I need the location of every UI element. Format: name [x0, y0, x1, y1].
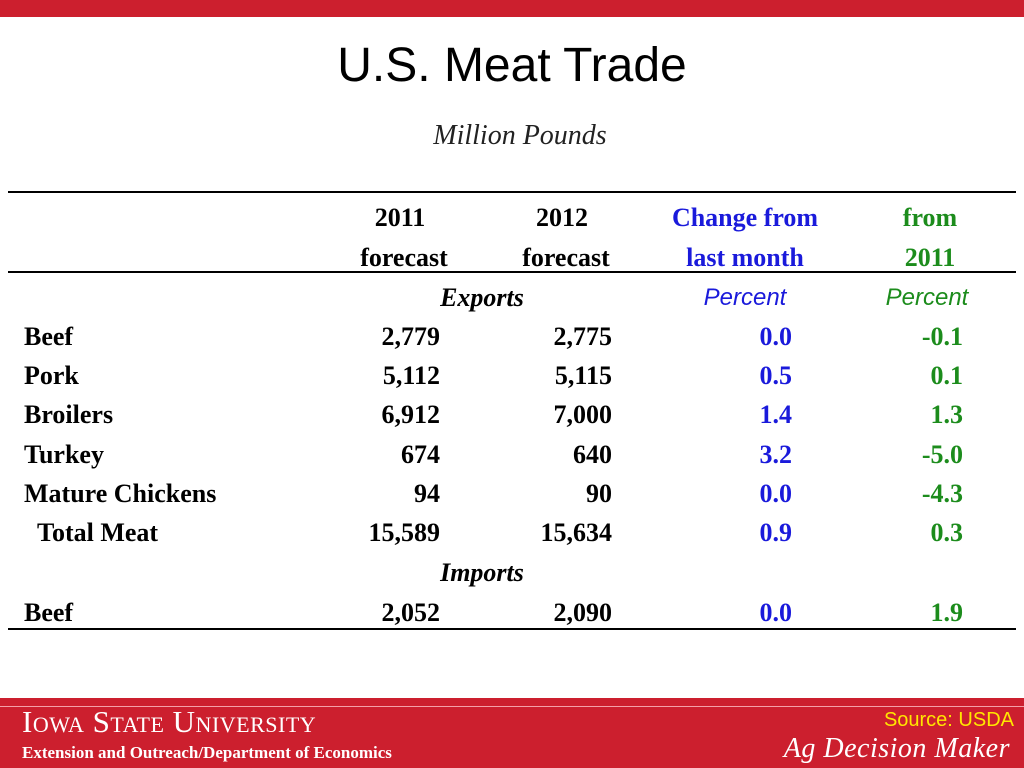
row-label: Turkey: [24, 440, 104, 469]
row-label: Beef: [24, 322, 74, 351]
ag-decision-maker-brand: Ag Decision Maker: [783, 733, 1010, 764]
value-2012: 2,775: [553, 322, 613, 351]
col-2012-header-line2: forecast: [522, 243, 610, 272]
value-2011: 15,589: [368, 518, 441, 547]
university-logo-text: Iowa State University: [22, 704, 317, 739]
percent-from-2011: 1.3: [930, 400, 964, 429]
clipped-header-fragment: [900, 175, 960, 191]
value-2012: 640: [573, 440, 612, 469]
change-from-last-month: 1.4: [759, 400, 793, 429]
value-2011: 6,912: [381, 400, 441, 429]
row-label: Broilers: [24, 400, 114, 429]
change-from-last-month: 0.5: [759, 361, 793, 390]
percent-from-2011: 0.3: [930, 518, 964, 547]
table-top-rule: [8, 191, 1016, 193]
row-label: Total Meat: [37, 518, 159, 547]
percent-from-2011: 1.9: [930, 598, 964, 627]
row-label: Mature Chickens: [24, 479, 217, 508]
change-percent-label: Percent: [703, 284, 787, 311]
table-units-subtitle: Million Pounds: [433, 120, 607, 151]
value-2012: 7,000: [553, 400, 613, 429]
col-2011-header-line1: 2011: [374, 203, 426, 232]
slide-title: U.S. Meat Trade: [337, 39, 687, 92]
change-from-last-month: 0.0: [759, 479, 793, 508]
value-2011: 2,779: [381, 322, 441, 351]
top-accent-bar: [0, 0, 1024, 17]
change-from-last-month: 3.2: [759, 440, 793, 469]
change-from-last-month: 0.9: [759, 518, 793, 547]
source-credit: Source: USDA: [883, 709, 1014, 731]
change-from-last-month: 0.0: [759, 598, 793, 627]
row-label: Pork: [24, 361, 79, 390]
table-bottom-rule: [8, 628, 1016, 630]
value-2011: 674: [401, 440, 440, 469]
value-2012: 5,115: [554, 361, 612, 390]
percent-from-2011: -4.3: [921, 479, 963, 508]
exports-section-label: Exports: [440, 283, 524, 312]
value-2012: 15,634: [540, 518, 613, 547]
percent-from-2011: -0.1: [921, 322, 963, 351]
col-2012-header-line1: 2012: [536, 203, 588, 232]
col-from2011-header-line1: from: [902, 203, 958, 232]
col-2011-header-line2: forecast: [360, 243, 448, 272]
value-2012: 90: [586, 479, 612, 508]
percent-from-2011: 0.1: [930, 361, 964, 390]
department-text: Extension and Outreach/Department of Eco…: [22, 743, 392, 762]
header-bottom-rule: [8, 271, 1016, 273]
col-from2011-header-line2: 2011: [904, 243, 956, 272]
col-change-header-line1: Change from: [671, 203, 819, 232]
percent-from-2011: -5.0: [921, 440, 963, 469]
value-2011: 2,052: [381, 598, 441, 627]
footer-bar: [0, 698, 1024, 768]
col-change-header-line2: last month: [686, 243, 804, 272]
from2011-percent-label: Percent: [885, 284, 969, 311]
imports-section-label: Imports: [440, 558, 524, 587]
footer-divider: [0, 706, 1024, 707]
row-label: Beef: [24, 598, 74, 627]
change-from-last-month: 0.0: [759, 322, 793, 351]
value-2012: 2,090: [553, 598, 613, 627]
value-2011: 94: [414, 479, 440, 508]
value-2011: 5,112: [382, 361, 440, 390]
